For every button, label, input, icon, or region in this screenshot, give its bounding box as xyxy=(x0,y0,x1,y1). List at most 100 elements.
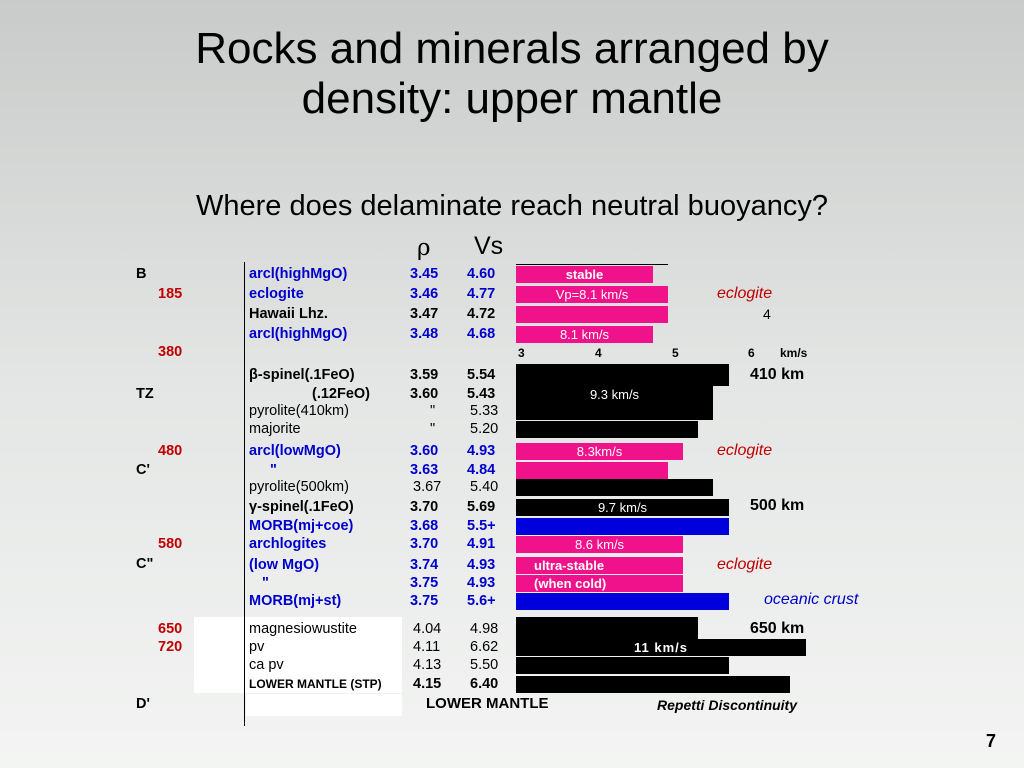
scale-tick-6: 6 xyxy=(748,346,755,360)
row-vs: 5.54 xyxy=(467,367,496,383)
bar-row-8: 8.3km/s xyxy=(516,443,683,460)
bar-row-20 xyxy=(516,676,790,693)
row-name: majorite xyxy=(249,421,301,437)
depth-185: 185 xyxy=(158,286,183,302)
label-500km: 500 km xyxy=(750,497,805,514)
row-name: eclogite xyxy=(249,286,304,302)
white-block-lower-mantle xyxy=(194,617,402,693)
depth-720: 720 xyxy=(158,639,183,655)
label-oceanic-crust: oceanic crust xyxy=(764,591,859,608)
row-rho: 4.15 xyxy=(413,676,442,692)
row-rho: 3.45 xyxy=(410,266,439,282)
row-vs: 4.72 xyxy=(467,306,496,322)
row-rho: 4.13 xyxy=(413,657,442,673)
rho-column-header: ρ xyxy=(417,235,431,261)
row-name: magnesiowustite xyxy=(249,621,357,637)
row-vs: 4.93 xyxy=(467,557,496,573)
label-650km: 650 km xyxy=(750,620,805,637)
bar-row-7 xyxy=(516,421,698,438)
row-name: arcl(lowMgO) xyxy=(249,443,341,459)
row-vs: 6.40 xyxy=(470,676,499,692)
label-eclogite-3: eclogite xyxy=(717,556,773,573)
row-vs: 5.6+ xyxy=(467,593,496,609)
zone-label-d-prime: D' xyxy=(136,696,150,712)
row-vs: 4.93 xyxy=(467,443,496,459)
row-name: arcl(highMgO) xyxy=(249,266,348,282)
zone-label-tz: TZ xyxy=(136,386,154,402)
page-number: 7 xyxy=(985,731,996,751)
label-410km: 410 km xyxy=(750,366,805,383)
row-rho: " xyxy=(430,421,436,437)
title-line-2: density: upper mantle xyxy=(301,74,723,123)
row-rho: 3.70 xyxy=(410,536,439,552)
bar-row-18: 11 km/s xyxy=(516,639,806,656)
row-vs: 4.98 xyxy=(470,621,499,637)
bar-row-11: 9.7 km/s xyxy=(516,499,729,516)
row-vs: 4.60 xyxy=(467,266,496,282)
row-name: pyrolite(410km) xyxy=(249,403,349,419)
bar-row-16 xyxy=(516,593,729,610)
row-rho: 3.70 xyxy=(410,499,439,515)
bar-row-1: Vp=8.1 km/s xyxy=(516,286,668,303)
row-rho: 3.48 xyxy=(410,326,439,342)
vs-column-header: Vs xyxy=(474,232,504,260)
row-rho: 3.47 xyxy=(410,306,439,322)
row-vs: 6.62 xyxy=(470,639,499,655)
row-rho: 3.63 xyxy=(410,462,439,478)
label-eclogite-1: eclogite xyxy=(717,285,773,302)
row-rho: 3.59 xyxy=(410,367,439,383)
bar-row-2 xyxy=(516,306,668,323)
bar-row-14: ultra-stable xyxy=(516,557,683,574)
scale-tick-3: 3 xyxy=(518,346,525,360)
bar-row-12 xyxy=(516,518,729,535)
lower-mantle-label: LOWER MANTLE xyxy=(426,695,549,712)
row-rho: 3.67 xyxy=(413,479,442,495)
row-name: arcl(highMgO) xyxy=(249,326,348,342)
row-rho: 3.74 xyxy=(410,557,439,573)
depth-480: 480 xyxy=(158,443,183,459)
title-line-1: Rocks and minerals arranged by xyxy=(195,24,829,73)
row-vs: 4.93 xyxy=(467,575,496,591)
depth-380: 380 xyxy=(158,344,183,360)
slide-title: Rocks and minerals arranged by density: … xyxy=(0,24,1024,124)
row-rho: 3.60 xyxy=(410,386,439,402)
depth-650: 650 xyxy=(158,621,183,637)
table-top-line xyxy=(516,264,668,265)
table-divider xyxy=(244,262,245,726)
row-rho: 4.11 xyxy=(413,639,441,655)
row-rho: 3.46 xyxy=(410,286,439,302)
row-name: (low MgO) xyxy=(249,557,320,573)
bar-row-17 xyxy=(516,617,698,639)
scale-unit: km/s xyxy=(780,346,808,360)
row-rho: 4.04 xyxy=(413,621,442,637)
row-vs: 4.77 xyxy=(467,286,496,302)
zone-label-c-double-prime: C" xyxy=(136,556,154,572)
row-vs: 5.69 xyxy=(467,499,496,515)
white-block-dp xyxy=(246,694,402,716)
row-vs: 4.68 xyxy=(467,326,496,342)
depth-580: 580 xyxy=(158,536,183,552)
row-vs: 5.20 xyxy=(470,421,499,437)
bar-row-5: 9.3 km/s xyxy=(516,386,713,403)
row-rho: 3.75 xyxy=(410,593,439,609)
row-name: (.12FeO) xyxy=(312,386,371,402)
bar-row-4 xyxy=(516,364,729,386)
row-vs: 4.91 xyxy=(467,536,496,552)
row-vs: 5.43 xyxy=(467,386,496,402)
bar-row-3: 8.1 km/s xyxy=(516,326,653,343)
bar-row-9 xyxy=(516,462,668,479)
row-name: " xyxy=(262,575,269,591)
row-vs: 5.5+ xyxy=(467,518,496,534)
row-rho: 3.75 xyxy=(410,575,439,591)
bar-row-6 xyxy=(516,403,713,420)
bar-row-10 xyxy=(516,479,713,496)
row-name: MORB(mj+coe) xyxy=(249,518,354,534)
row-rho: " xyxy=(430,403,436,419)
zone-label-c-prime: C' xyxy=(136,462,150,478)
row-name: pyrolite(500km) xyxy=(249,479,349,495)
row-vs: 4.84 xyxy=(467,462,496,478)
row-name: archlogites xyxy=(249,536,327,552)
repetti-discontinuity-label: Repetti Discontinuity xyxy=(657,697,798,713)
row-vs: 5.33 xyxy=(470,403,499,419)
row-vs: 5.50 xyxy=(470,657,499,673)
